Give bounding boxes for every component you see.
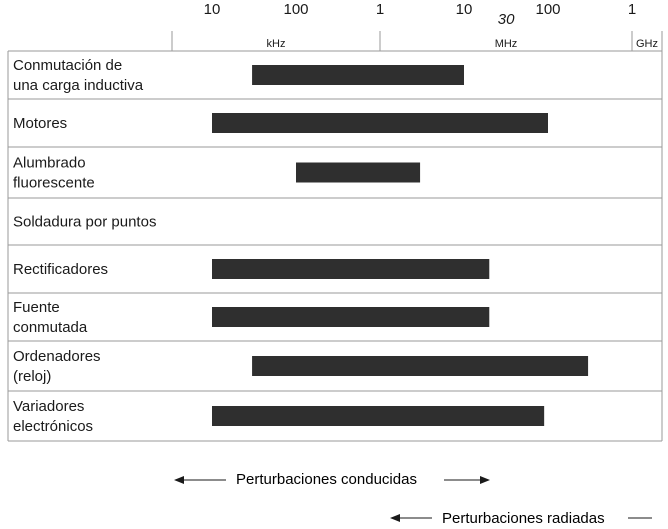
row-label: Ordenadores (reloj) (13, 348, 101, 385)
row-label: Conmutación de una carga inductiva (13, 57, 144, 94)
tick-label: 1 (628, 1, 636, 18)
row-label: Alumbrado fluorescente (13, 155, 95, 192)
unit-band-labels: kHz MHz GHz (171, 31, 662, 52)
axis-tick-labels: 10 100 1 10 100 1 30 (204, 1, 637, 28)
conducted-arrow: Perturbaciones conducidas (174, 471, 490, 488)
row-label: Fuente conmutada (13, 299, 88, 336)
unit-label-ghz: GHz (636, 38, 658, 50)
range-bar (296, 162, 421, 183)
row-label: Rectificadores (13, 261, 108, 278)
range-bar (212, 113, 548, 133)
range-bar (252, 65, 464, 85)
tick-label: 100 (283, 1, 308, 18)
tick-label: 10 (204, 1, 221, 18)
range-bar (212, 406, 545, 426)
range-bar (212, 307, 490, 327)
row-label: Soldadura por puntos (13, 214, 156, 231)
row-table (7, 31, 663, 442)
range-bars (212, 65, 589, 426)
unit-label-mhz: MHz (495, 38, 518, 50)
tick-label: 1 (376, 1, 384, 18)
tick-label: 10 (456, 1, 473, 18)
marker-30-label: 30 (498, 11, 515, 28)
radiated-label: Perturbaciones radiadas (442, 510, 605, 527)
tick-label: 100 (535, 1, 560, 18)
range-bar (252, 356, 589, 376)
range-bar (212, 259, 490, 279)
perturbation-arrows: Perturbaciones conducidas Perturbaciones… (174, 471, 652, 527)
row-labels: Conmutación de una carga inductiva Motores… (13, 57, 156, 435)
row-label: Motores (13, 115, 67, 132)
conducted-label: Perturbaciones conducidas (236, 471, 417, 488)
unit-label-khz: kHz (267, 38, 286, 50)
row-label: Variadores electrónicos (13, 398, 93, 435)
radiated-arrow: Perturbaciones radiadas (390, 510, 652, 527)
